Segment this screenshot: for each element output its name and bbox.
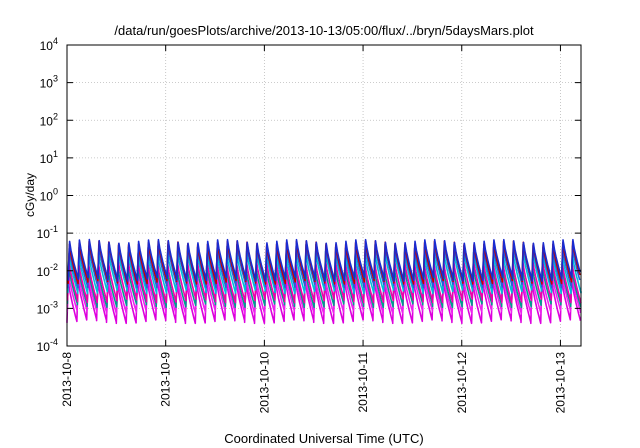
y-tick-label: 10-1 — [37, 224, 58, 241]
y-tick-label: 104 — [40, 36, 58, 53]
y-tick-label: 100 — [40, 187, 58, 204]
series-line — [66, 265, 582, 309]
chart-title: /data/run/goesPlots/archive/2013-10-13/0… — [114, 23, 534, 38]
y-tick-label: 10-3 — [37, 299, 58, 316]
x-tick-label: 2013-10-12 — [455, 352, 469, 414]
ticks — [66, 44, 581, 347]
grid — [67, 45, 581, 346]
y-tick-labels: 10-4 10-3 10-2 10-1 100 101 102 103 104 — [37, 36, 58, 354]
x-axis-label: Coordinated Universal Time (UTC) — [224, 431, 423, 446]
y-axis-label: cGy/day — [23, 173, 37, 217]
x-tick-label: 2013-10-8 — [60, 352, 74, 407]
x-tick-label: 2013-10-9 — [159, 352, 173, 407]
y-tick-label: 102 — [40, 111, 58, 128]
series-line — [66, 258, 582, 304]
x-tick-label: 2013-10-10 — [257, 352, 271, 414]
y-tick-label: 10-2 — [37, 262, 58, 279]
x-tick-label: 2013-10-11 — [356, 352, 370, 413]
series-line — [67, 238, 581, 282]
series-line — [66, 277, 582, 325]
y-tick-label: 103 — [40, 74, 58, 91]
y-tick-label: 10-4 — [37, 337, 58, 354]
y-tick-label: 101 — [40, 149, 58, 166]
series-line — [66, 271, 582, 315]
x-tick-label: 2013-10-13 — [553, 352, 567, 414]
series-layer — [66, 238, 582, 325]
x-tick-labels: 2013-10-8 2013-10-9 2013-10-10 2013-10-11 20… — [60, 352, 567, 414]
series-line — [67, 250, 582, 295]
